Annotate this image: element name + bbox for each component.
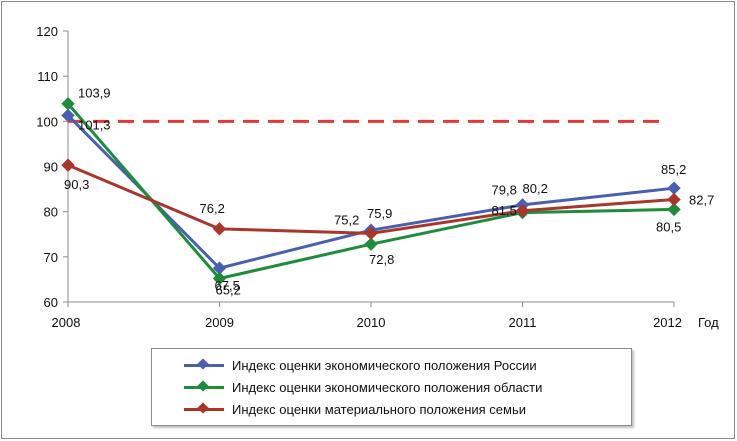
legend-item-russia: Индекс оценки экономического положения Р…: [184, 355, 537, 375]
y-tick-label: 120: [36, 24, 58, 39]
data-point: [61, 97, 75, 111]
legend-item-region: Индекс оценки экономического положения о…: [184, 377, 542, 397]
data-point: [364, 226, 378, 241]
data-point: [667, 181, 681, 195]
data-point: [212, 271, 227, 286]
y-tick-label: 110: [37, 69, 58, 84]
data-label: 75,9: [367, 206, 392, 221]
legend-label-family: Индекс оценки материального положения се…: [232, 401, 527, 417]
x-tick-label: 2008: [52, 315, 81, 330]
y-tick-label: 100: [36, 114, 58, 129]
data-point: [61, 108, 75, 123]
data-label: 103,9: [78, 86, 111, 101]
legend-swatch-region: [184, 380, 224, 394]
y-tick-label: 70: [44, 250, 58, 265]
data-label: 80,2: [523, 181, 548, 196]
legend: Индекс оценки экономического положения Р…: [151, 348, 632, 426]
legend-marker-region: [197, 380, 209, 392]
data-point: [667, 202, 681, 217]
data-label: 82,7: [689, 192, 714, 207]
data-point: [515, 204, 530, 218]
y-tick-label: 80: [44, 205, 58, 220]
data-label: 79,8: [492, 183, 517, 198]
legend-label-russia: Индекс оценки экономического положения Р…: [232, 357, 537, 373]
data-label: 75,2: [334, 212, 359, 227]
chart-axes: 60 70 80 90 100 110 120 2008 2009 2010 2011 2012: [36, 24, 682, 330]
data-point: [364, 237, 378, 251]
x-tick-label: 2011: [509, 315, 537, 330]
data-label: 65,2: [216, 283, 241, 298]
data-label: 81,5: [492, 203, 517, 218]
x-tick-label: 2009: [205, 315, 234, 330]
legend-label-region: Индекс оценки экономического положения о…: [232, 379, 543, 395]
data-labels: 101,3 67,5 75,9 81,5 85,2 103,9 65,2 72,8 79,8 80…: [64, 86, 714, 298]
data-label: 101,3: [78, 117, 111, 132]
y-tick-label: 60: [44, 295, 58, 310]
data-label: 90,3: [64, 177, 89, 192]
series-markers: [61, 97, 681, 286]
data-label: 80,5: [656, 219, 681, 234]
legend-swatch-russia: [184, 358, 224, 372]
data-label: 72,8: [369, 252, 394, 267]
x-tick-label: 2010: [357, 315, 386, 330]
legend-item-family: Индекс оценки материального положения се…: [184, 399, 526, 419]
data-label: 67,5: [215, 278, 240, 293]
data-label: 76,2: [200, 201, 225, 216]
data-point: [212, 222, 227, 236]
x-tick-label: 2012: [653, 315, 682, 330]
legend-marker-family: [197, 402, 209, 414]
legend-marker-russia: [197, 358, 209, 370]
x-axis-title: Год: [698, 315, 719, 330]
data-point: [667, 192, 681, 207]
legend-swatch-family: [184, 402, 224, 416]
data-label: 85,2: [661, 162, 686, 177]
data-point: [61, 158, 75, 172]
y-tick-label: 90: [44, 160, 58, 175]
